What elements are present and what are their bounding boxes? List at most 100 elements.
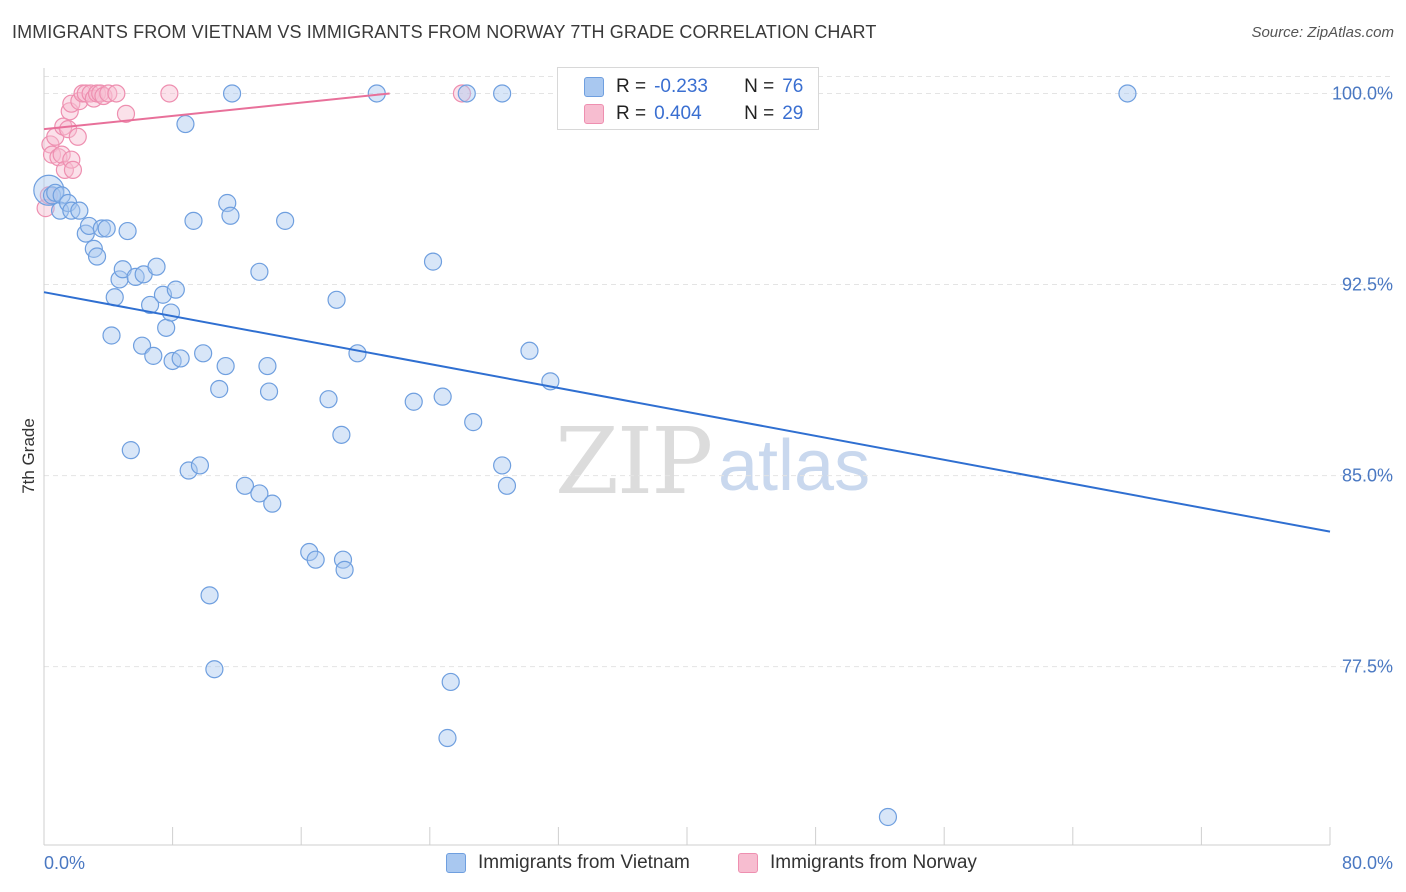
vietnam-point bbox=[87, 247, 107, 266]
vietnam-point bbox=[438, 728, 457, 748]
norway-point bbox=[63, 160, 83, 180]
vietnam-point bbox=[300, 542, 319, 562]
vietnam-point bbox=[306, 550, 325, 569]
legend-label-norway: Immigrants from Norway bbox=[770, 852, 977, 873]
y-tick-label: 92.5% bbox=[1342, 275, 1393, 295]
vietnam-point bbox=[190, 456, 210, 475]
vietnam-point bbox=[216, 356, 235, 376]
vietnam-point bbox=[184, 211, 203, 230]
vietnam-point bbox=[250, 484, 269, 503]
stats-n-label: N = bbox=[744, 76, 775, 97]
stats-n-value-norway: 29 bbox=[782, 103, 804, 124]
vietnam-point bbox=[441, 672, 460, 692]
vietnam-point bbox=[493, 84, 512, 103]
vietnam-point bbox=[171, 349, 190, 368]
vietnam-point bbox=[147, 257, 166, 276]
stats-row-vietnam: R = -0.233 N = 76 bbox=[584, 75, 803, 99]
vietnam-point bbox=[878, 807, 898, 827]
watermark-zip: ZIP bbox=[555, 408, 713, 515]
vietnam-point bbox=[497, 476, 517, 495]
vietnam-point bbox=[161, 303, 181, 322]
vietnam-point bbox=[222, 84, 242, 103]
vietnam-point bbox=[259, 382, 279, 401]
y-tick-label: 100.0% bbox=[1332, 83, 1393, 103]
vietnam-point bbox=[263, 494, 282, 513]
y-axis-label: 7th Grade bbox=[19, 418, 38, 494]
trend-line-vietnam bbox=[43, 291, 1331, 533]
vietnam-point bbox=[221, 206, 240, 225]
vietnam-point bbox=[332, 425, 351, 444]
stats-swatch-vietnam bbox=[584, 77, 604, 97]
stats-row-norway: R = 0.404 N = 29 bbox=[584, 102, 803, 126]
legend-label-vietnam: Immigrants from Vietnam bbox=[478, 852, 690, 873]
vietnam-point bbox=[176, 114, 195, 134]
vietnam-point bbox=[1118, 84, 1137, 103]
norway-point bbox=[160, 84, 179, 103]
vietnam-point bbox=[327, 290, 346, 309]
points-norway bbox=[36, 84, 579, 218]
vietnam-point bbox=[118, 221, 137, 241]
legend-swatch-norway bbox=[738, 853, 758, 873]
vietnam-point bbox=[235, 476, 255, 495]
axes bbox=[43, 68, 1331, 846]
chart-title: IMMIGRANTS FROM VIETNAM VS IMMIGRANTS FR… bbox=[12, 22, 877, 42]
vietnam-point bbox=[97, 219, 116, 238]
vietnam-point bbox=[140, 295, 160, 315]
x-tick-label: 0.0% bbox=[44, 853, 85, 873]
vietnam-point bbox=[157, 318, 176, 337]
vietnam-point bbox=[105, 288, 124, 307]
norway-point bbox=[52, 145, 71, 164]
stats-r-value-vietnam: -0.233 bbox=[654, 76, 708, 97]
watermark-atlas: atlas bbox=[718, 426, 871, 506]
vietnam-point bbox=[132, 336, 152, 355]
vietnam-point bbox=[70, 201, 89, 220]
vietnam-point bbox=[179, 461, 198, 480]
stats-n-label: N = bbox=[744, 103, 775, 124]
vietnam-point bbox=[258, 356, 277, 376]
legend-item-vietnam[interactable]: Immigrants from Vietnam bbox=[446, 852, 690, 874]
stats-swatch-norway bbox=[584, 104, 604, 124]
vietnam-point bbox=[335, 560, 354, 579]
vietnam-point bbox=[205, 660, 224, 679]
vietnam-point bbox=[276, 211, 295, 230]
vietnam-point bbox=[520, 341, 539, 360]
stats-n-value-vietnam: 76 bbox=[782, 76, 804, 97]
vietnam-point bbox=[210, 379, 229, 399]
vietnam-point bbox=[348, 344, 367, 363]
legend-swatch-vietnam bbox=[446, 853, 466, 873]
source-label: Source: ZipAtlas.com bbox=[1251, 24, 1394, 41]
x-tick-label: 80.0% bbox=[1342, 853, 1393, 873]
grid-lines bbox=[44, 75, 1394, 668]
trend-line-norway bbox=[43, 92, 390, 131]
vietnam-point bbox=[404, 392, 423, 411]
vietnam-point bbox=[433, 387, 452, 406]
vietnam-point bbox=[493, 456, 512, 475]
norway-point bbox=[116, 104, 136, 123]
vietnam-point bbox=[42, 186, 62, 205]
points-vietnam bbox=[33, 84, 1137, 827]
norway-point bbox=[59, 120, 78, 139]
bottom-legend: Immigrants from Vietnam Immigrants from … bbox=[0, 852, 1406, 878]
vietnam-point bbox=[144, 346, 163, 365]
vietnam-point bbox=[166, 280, 185, 299]
legend-item-norway[interactable]: Immigrants from Norway bbox=[738, 852, 977, 874]
y-tick-label: 77.5% bbox=[1342, 657, 1393, 677]
vietnam-point bbox=[92, 219, 111, 238]
vietnam-point bbox=[200, 586, 219, 605]
vietnam-point bbox=[250, 262, 269, 281]
norway-point bbox=[68, 127, 87, 146]
stats-r-value-norway: 0.404 bbox=[654, 103, 702, 124]
norway-point bbox=[107, 84, 126, 103]
vietnam-point bbox=[457, 84, 476, 103]
vietnam-point bbox=[52, 186, 71, 205]
vietnam-point bbox=[102, 326, 121, 345]
vietnam-point bbox=[464, 413, 483, 432]
vietnam-point bbox=[194, 344, 213, 363]
vietnam-point bbox=[423, 252, 443, 271]
norway-point bbox=[452, 84, 472, 103]
stats-r-label: R = bbox=[616, 103, 647, 124]
trend-lines bbox=[43, 92, 1331, 533]
vietnam-point bbox=[121, 441, 140, 460]
stats-legend: R = -0.233 N = 76 R = 0.404 N = 29 bbox=[557, 67, 819, 130]
